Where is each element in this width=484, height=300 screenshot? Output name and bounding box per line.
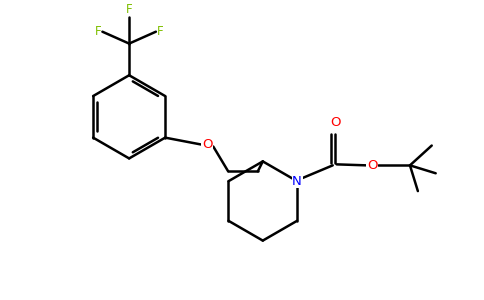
- Text: F: F: [157, 25, 164, 38]
- Text: F: F: [126, 3, 133, 16]
- Text: O: O: [367, 159, 378, 172]
- Text: O: O: [331, 116, 341, 129]
- Text: F: F: [95, 25, 102, 38]
- Text: O: O: [202, 138, 212, 151]
- Text: N: N: [292, 175, 302, 188]
